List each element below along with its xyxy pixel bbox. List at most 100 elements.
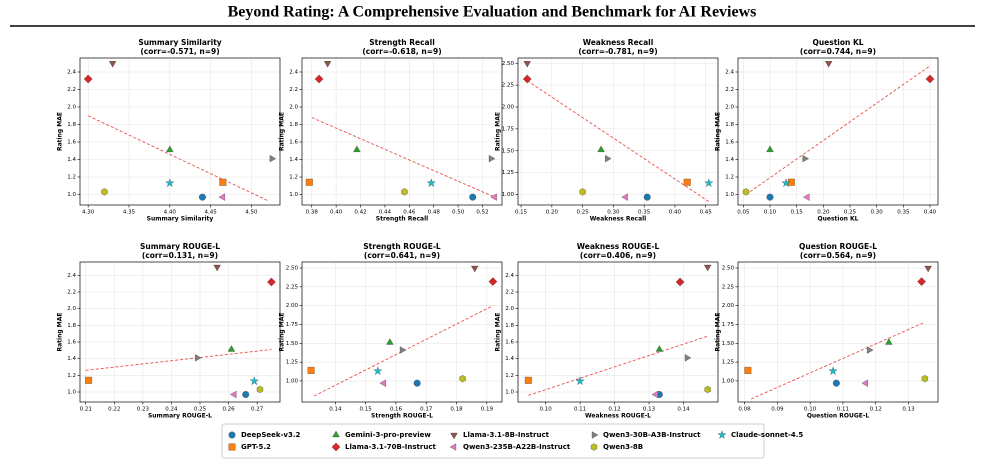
point (655, 345, 664, 352)
x-tick-label: 0.05 (737, 210, 750, 216)
y-tick-label: 2.2 (67, 87, 76, 93)
x-tick-label: 0.44 (379, 210, 392, 216)
point (256, 385, 264, 394)
panel-subtitle: (corr=0.564, n=9) (800, 251, 876, 260)
point (522, 74, 532, 84)
y-tick-label: 1.8 (505, 323, 514, 329)
x-tick-label: 0.10 (764, 210, 777, 216)
point (867, 346, 874, 354)
point (651, 390, 659, 399)
x-tick-label: 0.19 (481, 407, 494, 413)
point (242, 391, 250, 398)
point (426, 178, 436, 187)
y-tick-label: 1.25 (502, 170, 515, 176)
y-tick-label: 1.2 (505, 373, 514, 379)
x-tick-label: 0.11 (837, 407, 849, 413)
panel-title: Weakness ROUGE-L (577, 242, 660, 251)
x-tick-label: 0.15 (515, 210, 528, 216)
point (195, 354, 202, 362)
point (305, 178, 313, 186)
point (885, 338, 893, 345)
y-tick-label: 2.0 (67, 306, 76, 312)
point (459, 375, 466, 383)
point (704, 178, 714, 187)
x-tick-label: 4.45 (204, 210, 217, 216)
y-tick-label: 1.2 (67, 373, 76, 379)
x-tick-label: 0.35 (897, 210, 910, 216)
y-axis-label: Rating MAE (495, 313, 502, 352)
y-tick-label: 1.4 (67, 356, 76, 362)
y-tick-label: 2.50 (502, 61, 515, 67)
y-tick-label: 1.0 (289, 192, 298, 198)
point (373, 366, 383, 375)
x-tick-label: 0.15 (360, 407, 373, 413)
legend-label: Gemini-3-pro-preview (345, 431, 431, 439)
x-axis-label: Weakness ROUGE-L (585, 413, 651, 420)
legend-marker (590, 443, 598, 451)
point (704, 385, 711, 394)
legend-label: Qwen3-8B (603, 443, 643, 451)
x-tick-label: 0.52 (476, 210, 488, 216)
y-tick-label: 1.25 (286, 360, 299, 366)
x-axis-label: Summary Similarity (147, 216, 214, 223)
y-tick-label: 2.25 (502, 83, 515, 89)
point (766, 145, 774, 152)
point (575, 376, 585, 386)
y-tick-label: 2.4 (67, 273, 76, 279)
x-tick-label: 0.24 (165, 407, 178, 413)
y-tick-label: 2.00 (286, 303, 299, 309)
x-tick-label: 0.25 (194, 407, 207, 413)
y-tick-label: 2.4 (725, 70, 734, 76)
x-tick-label: 0.50 (452, 210, 465, 216)
trend-line (311, 117, 495, 198)
point (269, 154, 277, 163)
point (524, 376, 532, 384)
axes-frame (301, 261, 503, 403)
y-axis-label: Rating MAE (715, 112, 722, 151)
legend-label: Llama-3.1-70B-Instruct (345, 443, 436, 451)
point (379, 379, 386, 387)
y-axis-label: Rating MAE (279, 313, 286, 352)
y-axis-label: Rating MAE (715, 313, 722, 352)
y-tick-label: 1.6 (67, 140, 76, 146)
point (766, 193, 774, 201)
y-axis-label: Rating MAE (495, 112, 502, 151)
x-tick-label: 0.48 (428, 210, 441, 216)
point (744, 366, 752, 374)
point (828, 366, 838, 375)
legend-marker (228, 431, 236, 439)
panel-subtitle: (corr=0.744, n=9) (800, 47, 876, 56)
y-tick-label: 1.0 (725, 192, 734, 198)
point (921, 375, 929, 383)
figure-title: Beyond Rating: A Comprehensive Evaluatio… (228, 4, 757, 21)
x-tick-label: 4.50 (245, 210, 258, 216)
point (401, 188, 408, 196)
y-tick-label: 1.4 (289, 157, 298, 163)
axes-frame (79, 57, 281, 206)
y-tick-label: 1.50 (286, 341, 299, 347)
x-tick-label: 0.27 (251, 407, 264, 413)
legend-marker (591, 431, 599, 439)
point (832, 379, 840, 387)
y-tick-label: 2.4 (505, 273, 514, 279)
panel-title: Summary ROUGE-L (140, 242, 220, 251)
x-tick-label: 0.30 (871, 210, 884, 216)
point (218, 193, 225, 201)
legend-marker (332, 430, 340, 438)
x-tick-label: 0.17 (420, 407, 433, 413)
point (675, 277, 685, 287)
y-tick-label: 1.50 (502, 148, 515, 154)
point (323, 61, 332, 68)
point (471, 265, 479, 273)
y-axis-label: Rating MAE (57, 112, 64, 151)
y-tick-label: 1.2 (725, 175, 734, 181)
point (924, 265, 932, 273)
x-tick-label: 0.40 (924, 210, 937, 216)
point (824, 61, 833, 68)
y-axis-label: Rating MAE (57, 313, 64, 352)
point (108, 61, 117, 68)
y-tick-label: 1.2 (289, 175, 298, 181)
x-tick-label: 0.20 (817, 210, 830, 216)
y-tick-label: 2.50 (286, 266, 299, 272)
